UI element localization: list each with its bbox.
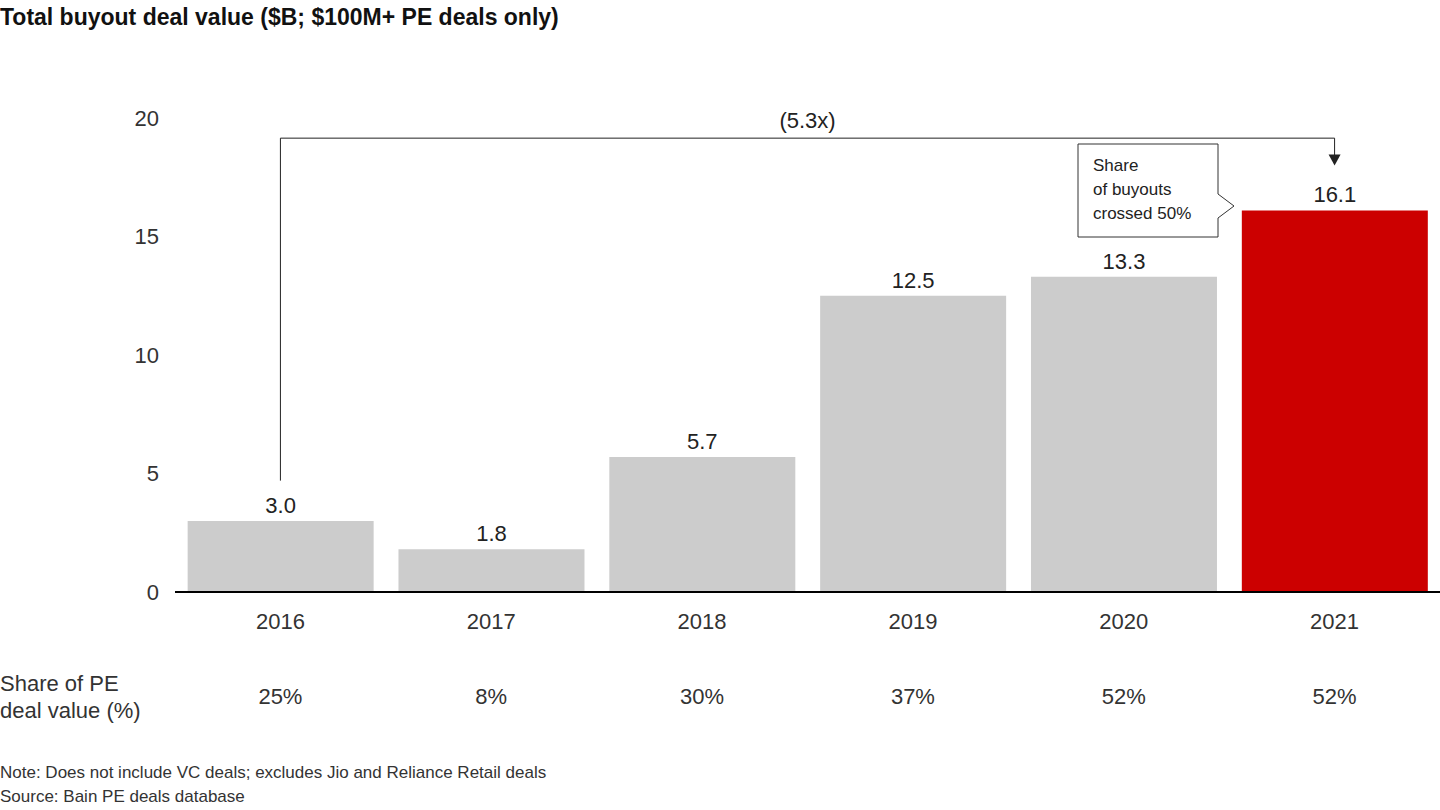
svg-text:15: 15	[135, 224, 159, 249]
svg-text:0: 0	[147, 580, 159, 605]
svg-text:30%: 30%	[680, 684, 724, 709]
svg-text:37%: 37%	[891, 684, 935, 709]
svg-text:1.8: 1.8	[476, 521, 507, 546]
svg-text:2020: 2020	[1099, 609, 1148, 634]
svg-text:10: 10	[135, 343, 159, 368]
svg-text:16.1: 16.1	[1313, 182, 1356, 207]
svg-text:2016: 2016	[256, 609, 305, 634]
html-text:Share of PE deal value (%): Share of PE deal value (%)	[0, 671, 141, 723]
html-text:Total buyout deal value ($B; $: Total buyout deal value ($B; $100M+ PE d…	[0, 4, 559, 30]
svg-text:(5.3x): (5.3x)	[779, 108, 835, 133]
svg-text:2017: 2017	[467, 609, 516, 634]
svg-text:25%: 25%	[258, 684, 302, 709]
svg-text:of buyouts: of buyouts	[1093, 180, 1171, 199]
svg-text:2021: 2021	[1310, 609, 1359, 634]
svg-text:crossed 50%: crossed 50%	[1093, 204, 1191, 223]
svg-text:20: 20	[135, 106, 159, 131]
svg-text:5.7: 5.7	[687, 429, 718, 454]
html-text:Note: Does not include VC deal: Note: Does not include VC deals; exclude…	[0, 763, 547, 782]
html-text:Source: Bain PE deals database: Source: Bain PE deals database	[0, 787, 245, 806]
svg-text:13.3: 13.3	[1103, 249, 1146, 274]
svg-text:5: 5	[147, 461, 159, 486]
svg-text:12.5: 12.5	[892, 268, 935, 293]
svg-text:Share: Share	[1093, 156, 1138, 175]
svg-text:2018: 2018	[678, 609, 727, 634]
svg-text:8%: 8%	[475, 684, 507, 709]
svg-text:2019: 2019	[888, 609, 937, 634]
svg-text:52%: 52%	[1102, 684, 1146, 709]
svg-text:3.0: 3.0	[265, 493, 296, 518]
svg-text:52%: 52%	[1313, 684, 1357, 709]
